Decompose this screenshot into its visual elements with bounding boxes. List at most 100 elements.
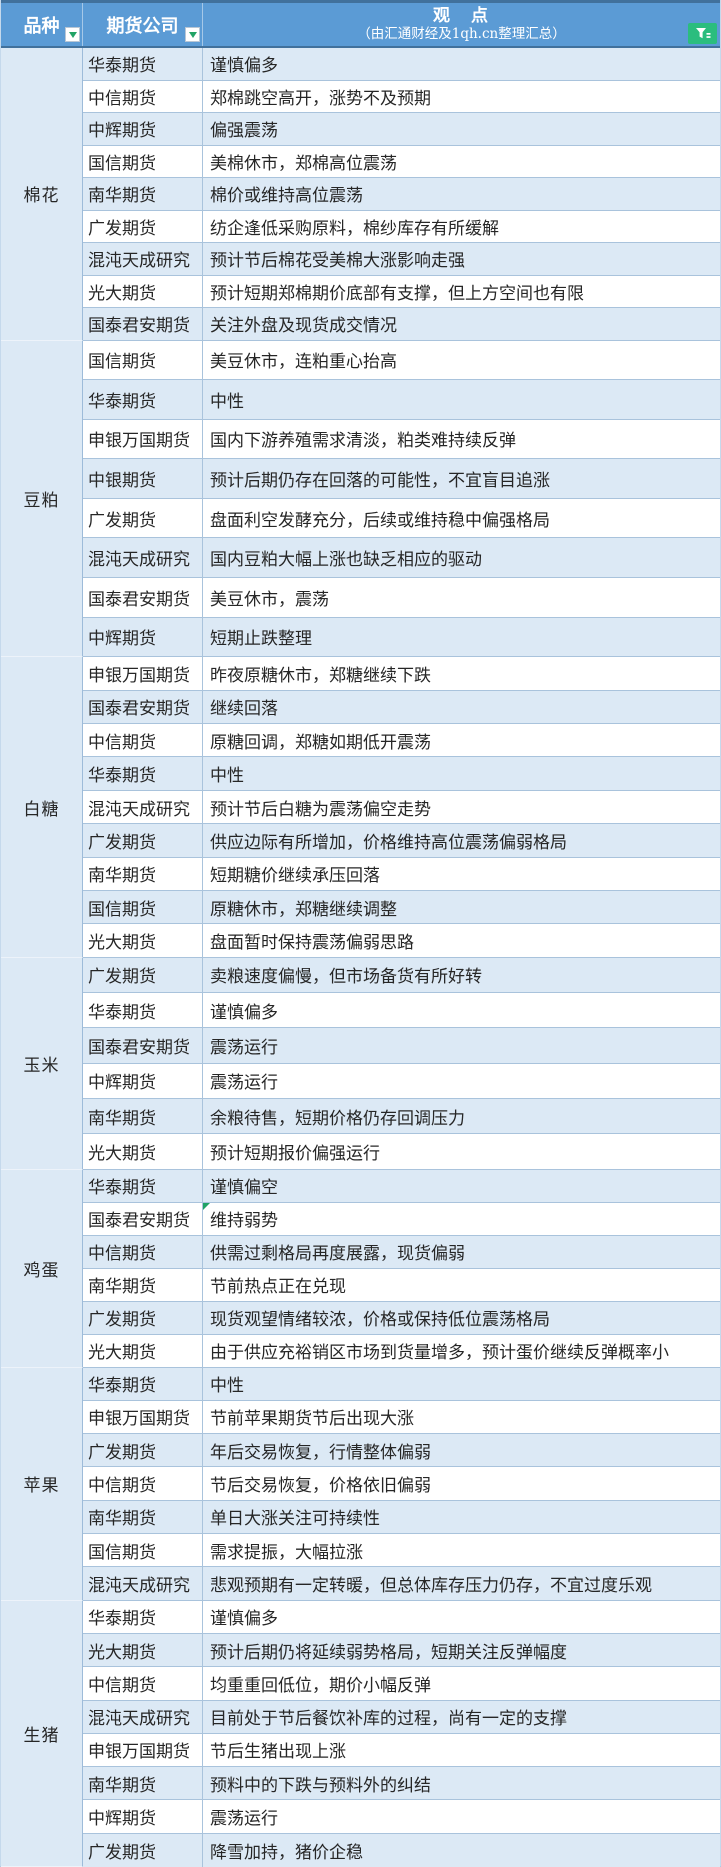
view-cell[interactable]: 继续回落 (210, 699, 278, 720)
variety-cell[interactable]: 鸡蛋 (1, 1169, 83, 1368)
company-cell[interactable]: 申银万国期货 (83, 657, 203, 690)
company-filter-button[interactable] (185, 27, 200, 42)
company-cell[interactable]: 华泰期货 (83, 1600, 203, 1633)
view-cell[interactable]: 盘面利空发酵充分，后续或维持稳中偏强格局 (210, 510, 550, 531)
company-cell[interactable]: 南华期货 (83, 1098, 203, 1134)
view-cell[interactable]: 震荡运行 (210, 1809, 278, 1830)
company-cell[interactable]: 申银万国期货 (83, 1400, 203, 1434)
company-cell[interactable]: 国泰君安期货 (83, 1028, 203, 1063)
view-cell[interactable]: 昨夜原糖休市，郑糖继续下跌 (210, 665, 431, 686)
view-cell[interactable]: 关注外盘及现货成交情况 (210, 316, 397, 337)
view-cell[interactable]: 预计节后白糖为震荡偏空走势 (210, 799, 431, 820)
company-cell[interactable]: 混沌天成研究 (83, 1700, 203, 1733)
company-cell[interactable]: 华泰期货 (83, 1367, 203, 1400)
company-cell[interactable]: 中信期货 (83, 1667, 203, 1700)
company-cell[interactable]: 广发期货 (83, 957, 203, 993)
view-cell[interactable]: 节前热点正在兑现 (210, 1277, 346, 1298)
company-cell[interactable]: 中信期货 (83, 724, 203, 757)
view-cell[interactable]: 供应边际有所增加，价格维持高位震荡偏弱格局 (210, 832, 567, 853)
company-cell[interactable]: 国信期货 (83, 890, 203, 924)
company-cell[interactable]: 国泰君安期货 (83, 690, 203, 724)
company-cell[interactable]: 中银期货 (83, 459, 203, 498)
view-cell[interactable]: 原糖休市，郑糖继续调整 (210, 899, 397, 920)
view-cell[interactable]: 国内豆粕大幅上涨也缺乏相应的驱动 (210, 550, 482, 571)
view-cell[interactable]: 年后交易恢复，行情整体偏弱 (210, 1442, 431, 1463)
variety-cell[interactable]: 棉花 (1, 48, 83, 341)
company-cell[interactable]: 国泰君安期货 (83, 308, 203, 340)
view-cell[interactable]: 维持弱势 (203, 1202, 720, 1235)
company-cell[interactable]: 华泰期货 (83, 48, 203, 80)
view-cell[interactable]: 卖粮速度偏慢，但市场备货有所好转 (210, 967, 482, 988)
company-cell[interactable]: 申银万国期货 (83, 419, 203, 459)
view-cell[interactable]: 中性 (210, 391, 244, 412)
table-filter-button[interactable] (688, 23, 717, 44)
company-cell[interactable]: 广发期货 (83, 1301, 203, 1334)
company-cell[interactable]: 光大期货 (83, 1134, 203, 1169)
company-cell[interactable]: 南华期货 (83, 1767, 203, 1800)
company-cell[interactable]: 华泰期货 (83, 1169, 203, 1202)
company-cell[interactable]: 光大期货 (83, 275, 203, 307)
company-cell[interactable]: 国信期货 (83, 145, 203, 177)
company-cell[interactable]: 广发期货 (83, 210, 203, 242)
company-cell[interactable]: 南华期货 (83, 178, 203, 210)
company-cell[interactable]: 国泰君安期货 (83, 1202, 203, 1235)
view-cell[interactable]: 预计节后棉花受美棉大涨影响走强 (210, 251, 465, 272)
company-cell[interactable]: 广发期货 (83, 1434, 203, 1467)
company-cell[interactable]: 中信期货 (83, 80, 203, 112)
company-cell[interactable]: 华泰期货 (83, 993, 203, 1028)
view-cell[interactable]: 降雪加持，猪价企稳 (210, 1842, 363, 1863)
view-cell[interactable]: 震荡运行 (210, 1073, 278, 1094)
company-cell[interactable]: 南华期货 (83, 857, 203, 890)
view-cell[interactable]: 预计短期郑棉期价底部有支撑，但上方空间也有限 (210, 283, 584, 304)
company-cell[interactable]: 中信期货 (83, 1235, 203, 1268)
view-cell[interactable]: 纺企逢低采购原料，棉纱库存有所缓解 (210, 218, 499, 239)
view-cell[interactable]: 震荡运行 (210, 1038, 278, 1058)
view-cell[interactable]: 谨慎偏空 (210, 1178, 278, 1199)
company-cell[interactable]: 国信期货 (83, 1534, 203, 1567)
view-cell[interactable]: 预料中的下跌与预料外的纠结 (210, 1775, 431, 1796)
variety-cell[interactable]: 生猪 (1, 1600, 83, 1867)
view-cell[interactable]: 美豆休市，连粕重心抬高 (210, 352, 397, 373)
view-cell[interactable]: 原糖回调，郑糖如期低开震荡 (210, 732, 431, 753)
company-cell[interactable]: 中辉期货 (83, 617, 203, 657)
view-cell[interactable]: 由于供应充裕销区市场到货量增多，预计蛋价继续反弹概率小 (210, 1343, 669, 1364)
view-cell[interactable]: 谨慎偏多 (210, 56, 278, 77)
view-cell[interactable]: 余粮待售，短期价格仍存回调压力 (210, 1108, 465, 1129)
view-cell[interactable]: 节后交易恢复，价格依旧偏弱 (210, 1476, 431, 1497)
company-cell[interactable]: 光大期货 (83, 1334, 203, 1367)
view-cell[interactable]: 需求提振，大幅拉涨 (210, 1542, 363, 1563)
view-cell[interactable]: 供需过剩格局再度展露，现货偏弱 (210, 1244, 465, 1265)
company-cell[interactable]: 中辉期货 (83, 1800, 203, 1833)
company-cell[interactable]: 混沌天成研究 (83, 790, 203, 824)
view-cell[interactable]: 谨慎偏多 (210, 1609, 278, 1630)
company-cell[interactable]: 国信期货 (83, 340, 203, 380)
view-cell[interactable]: 中性 (210, 1376, 244, 1397)
view-cell[interactable]: 国内下游养殖需求清淡，粕类难持续反弹 (210, 431, 516, 452)
company-cell[interactable]: 广发期货 (83, 498, 203, 538)
view-cell[interactable]: 预计后期仍存在回落的可能性，不宜盲目追涨 (210, 471, 550, 492)
view-cell[interactable]: 节后生猪出现上涨 (210, 1742, 346, 1763)
variety-filter-button[interactable] (65, 27, 80, 42)
variety-cell[interactable]: 白糖 (1, 657, 83, 958)
view-cell[interactable]: 短期糖价继续承压回落 (210, 866, 380, 887)
variety-cell[interactable]: 豆粕 (1, 340, 83, 658)
company-cell[interactable]: 南华期货 (83, 1268, 203, 1301)
view-cell[interactable]: 谨慎偏多 (210, 1002, 278, 1023)
company-cell[interactable]: 华泰期货 (83, 757, 203, 790)
view-cell[interactable]: 短期止跌整理 (210, 629, 312, 650)
company-cell[interactable]: 光大期货 (83, 924, 203, 957)
view-cell[interactable]: 偏强震荡 (210, 121, 278, 142)
view-cell[interactable]: 盘面暂时保持震荡偏弱思路 (210, 933, 414, 954)
company-cell[interactable]: 混沌天成研究 (83, 243, 203, 275)
view-cell[interactable]: 目前处于节后餐饮补库的过程，尚有一定的支撑 (210, 1709, 567, 1730)
view-cell[interactable]: 单日大涨关注可持续性 (210, 1509, 380, 1530)
view-cell[interactable]: 均重重回低位，期价小幅反弹 (210, 1675, 431, 1696)
view-cell[interactable]: 中性 (210, 766, 244, 787)
variety-cell[interactable]: 玉米 (1, 957, 83, 1170)
company-cell[interactable]: 中辉期货 (83, 1063, 203, 1098)
view-cell[interactable]: 棉价或维持高位震荡 (210, 186, 363, 207)
view-cell[interactable]: 节前苹果期货节后出现大涨 (210, 1409, 414, 1430)
view-cell[interactable]: 悲观预期有一定转暖，但总体库存压力仍存，不宜过度乐观 (210, 1575, 652, 1596)
view-cell[interactable]: 美豆休市，震荡 (210, 589, 329, 610)
company-cell[interactable]: 光大期货 (83, 1633, 203, 1667)
